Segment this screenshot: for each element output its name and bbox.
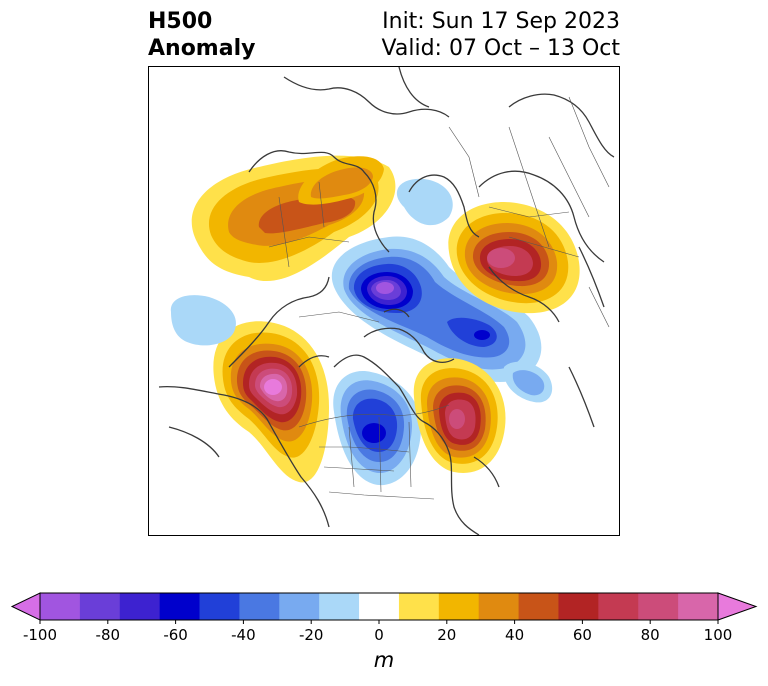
colorbar-swatch (398, 593, 440, 620)
negative-anomaly-north-atlantic (503, 361, 553, 403)
valid-period: Valid: 07 Oct – 13 Oct (381, 36, 620, 61)
positive-anomaly-eastern-canada (413, 358, 506, 473)
colorbar-swatch (518, 593, 559, 620)
colorbar-extend-min (10, 592, 41, 621)
colorbar-swatch (598, 593, 639, 620)
colorbar-swatch (359, 593, 400, 620)
colorbar-swatch (319, 593, 360, 620)
colorbar-swatch (79, 593, 121, 620)
political-boundaries (268, 96, 610, 500)
colorbar-extend-max (717, 592, 758, 621)
colorbar-tick-label: -60 (163, 626, 188, 644)
colorbar-swatch (159, 593, 201, 620)
init-time: Init: Sun 17 Sep 2023 (382, 9, 620, 34)
colorbar-swatch (438, 593, 480, 620)
map-panel (148, 66, 620, 536)
positive-anomaly-scandinavia (448, 202, 580, 314)
colorbar (10, 592, 758, 624)
negative-anomaly-north-pacific (170, 295, 237, 346)
colorbar-unit-label: m (373, 648, 395, 672)
colorbar-swatch (199, 593, 240, 620)
colorbar-tick-label: -40 (231, 626, 256, 644)
colorbar-tick-label: 80 (640, 626, 660, 644)
title-type: Anomaly (148, 36, 256, 61)
colorbar-swatch (279, 593, 320, 620)
colorbar-swatch (478, 593, 520, 620)
colorbar-swatch (638, 593, 679, 620)
colorbar-swatch (678, 593, 719, 620)
negative-anomaly-central-us (333, 371, 421, 486)
colorbar-tick-label: -20 (298, 626, 324, 644)
title-right: Init: Sun 17 Sep 2023 Valid: 07 Oct – 13… (382, 8, 620, 62)
title-variable: H500 (148, 9, 213, 34)
colorbar-tick-label: 60 (572, 626, 592, 644)
anomaly-map (158, 67, 615, 535)
colorbar-tick-label: 20 (437, 626, 457, 644)
colorbar-swatch (239, 593, 280, 620)
coastlines (158, 67, 615, 535)
colorbar-swatch (558, 593, 599, 620)
colorbar-tick-label: 0 (374, 626, 384, 644)
negative-anomaly-arctic (331, 178, 542, 382)
colorbar-tick-label: -100 (22, 626, 58, 644)
colorbar-tick-label: -80 (95, 626, 121, 644)
colorbar-tick-label: 100 (703, 626, 733, 644)
colorbar-swatch (119, 593, 161, 620)
colorbar-tick-label: 40 (505, 626, 525, 644)
positive-anomaly-northeast-pacific (213, 321, 329, 483)
title-left: H500 Anomaly (148, 8, 255, 62)
colorbar-swatch (40, 593, 81, 620)
